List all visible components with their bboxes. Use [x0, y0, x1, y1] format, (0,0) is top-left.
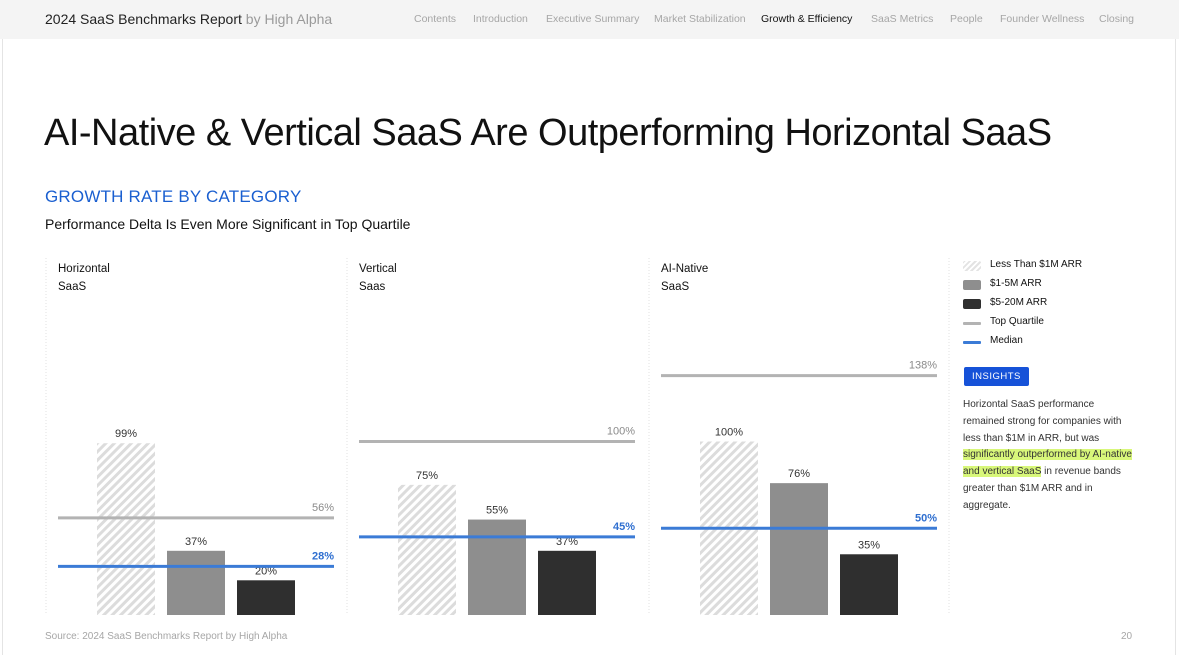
nav-item-people[interactable]: People: [950, 13, 983, 25]
bar-1-5m: [167, 550, 225, 615]
bar-value-label: 75%: [416, 470, 438, 482]
nav-item-growth-efficiency[interactable]: Growth & Efficiency: [761, 13, 853, 25]
bar-value-label: 100%: [715, 427, 743, 439]
report-brand[interactable]: 2024 SaaS Benchmarks Report by High Alph…: [45, 11, 332, 27]
bar-less-than-1m: [398, 484, 456, 615]
legend-label: Less Than $1M ARR: [990, 259, 1083, 270]
legend-line-gray: [963, 322, 981, 325]
page-title: AI-Native & Vertical SaaS Are Outperform…: [44, 112, 1052, 154]
legend-item-median: Median: [963, 335, 1163, 349]
panel-title-line1: Horizontal: [58, 263, 110, 275]
median-label: 28%: [312, 550, 334, 562]
legend-label: Median: [990, 335, 1023, 346]
bar-value-label: 35%: [858, 539, 880, 551]
panel-title-line1: AI-Native: [661, 263, 708, 275]
nav-item-market-stabilization[interactable]: Market Stabilization: [654, 13, 746, 25]
insight-text-before: Horizontal SaaS performance remained str…: [963, 399, 1122, 444]
bar-1-5m: [468, 519, 526, 615]
bar-value-label: 99%: [115, 428, 137, 440]
panel-title-line2: SaaS: [58, 281, 86, 293]
bar-1-5m: [770, 483, 828, 615]
bar-value-label: 20%: [255, 565, 277, 577]
page-number: 20: [1121, 631, 1133, 642]
top-quartile-label: 56%: [312, 502, 334, 514]
top-nav-bar: 2024 SaaS Benchmarks Report by High Alph…: [0, 0, 1179, 39]
panel-title-line2: Saas: [359, 281, 385, 293]
legend-swatch-dark: [963, 299, 981, 309]
bar-value-label: 37%: [556, 536, 578, 548]
insight-text-after: in revenue bands greater than $1M ARR an…: [963, 466, 1121, 511]
bar-5-20m: [840, 554, 898, 615]
legend-line-blue: [963, 341, 981, 344]
median-label: 50%: [915, 512, 937, 524]
legend-item-5-20m: $5-20M ARR: [963, 297, 1163, 311]
median-label: 45%: [613, 521, 635, 533]
legend-label: $5-20M ARR: [990, 297, 1048, 308]
bar-value-label: 37%: [185, 536, 207, 548]
brand-title: 2024 SaaS Benchmarks Report: [45, 11, 242, 27]
brand-by: by High Alpha: [245, 11, 333, 27]
nav-item-saas-metrics[interactable]: SaaS Metrics: [871, 13, 934, 25]
bar-value-label: 55%: [486, 505, 508, 517]
legend-label: Top Quartile: [990, 316, 1044, 327]
legend-item-top-quartile: Top Quartile: [963, 316, 1163, 330]
insights-badge: INSIGHTS: [964, 367, 1029, 386]
bar-value-label: 76%: [788, 468, 810, 480]
growth-rate-chart: Horizontal SaaS 99% 37% 20% 56% 28% Vertical Saa…: [45, 258, 950, 615]
source-note: Source: 2024 SaaS Benchmarks Report by H…: [45, 631, 288, 642]
insights-text: Horizontal SaaS performance remained str…: [963, 397, 1133, 515]
top-quartile-label: 100%: [607, 426, 635, 438]
nav-item-executive-summary[interactable]: Executive Summary: [546, 13, 640, 25]
nav-item-contents[interactable]: Contents: [414, 13, 457, 25]
nav-item-closing[interactable]: Closing: [1099, 13, 1135, 25]
nav-item-founder-wellness[interactable]: Founder Wellness: [1000, 13, 1085, 25]
top-quartile-label: 138%: [909, 360, 937, 372]
section-label: GROWTH RATE BY CATEGORY: [45, 187, 302, 206]
panel-title-line1: Vertical: [359, 263, 397, 275]
chart-subtitle: Performance Delta Is Even More Significa…: [45, 216, 411, 232]
bar-5-20m: [237, 580, 295, 615]
legend-swatch-hatched: [963, 261, 981, 271]
panel-title-line2: SaaS: [661, 281, 689, 293]
bar-less-than-1m: [97, 443, 155, 615]
section-nav: Contents Introduction Executive Summary …: [0, 13, 1179, 29]
legend-swatch-gray: [963, 280, 981, 290]
legend-item-1-5m: $1-5M ARR: [963, 278, 1163, 292]
legend-item-less-than-1m: Less Than $1M ARR: [963, 259, 1163, 273]
bar-5-20m: [538, 550, 596, 615]
nav-item-introduction[interactable]: Introduction: [473, 13, 528, 25]
legend-label: $1-5M ARR: [990, 278, 1042, 289]
